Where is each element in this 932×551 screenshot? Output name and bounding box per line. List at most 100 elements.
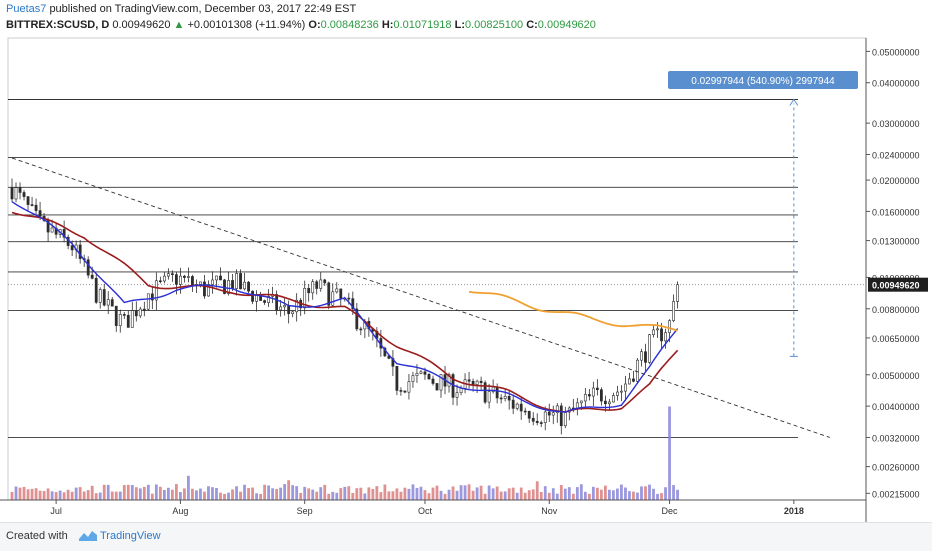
- candle-body-39: [166, 273, 170, 277]
- candle-body-149: [608, 401, 611, 405]
- volume-bar-61: [255, 493, 258, 500]
- candle-body-150: [612, 395, 615, 403]
- candle-body-130: [531, 417, 535, 422]
- volume-bar-73: [303, 486, 307, 500]
- candle-body-134: [547, 411, 551, 416]
- candle-body-60: [251, 290, 254, 302]
- drawings: 0.02997944 (540.90%) 2997944: [11, 71, 858, 438]
- close-value: 0.00949620: [537, 19, 596, 31]
- volume-bar-152: [620, 484, 623, 500]
- tradingview-brand-link[interactable]: TradingView: [100, 530, 161, 542]
- price-tick-label-10: 0.00500000: [872, 371, 920, 381]
- candle-body-34: [146, 293, 150, 310]
- candle-body-117: [479, 380, 483, 383]
- candle-body-148: [603, 400, 607, 405]
- open-value: 0.00848236: [320, 19, 379, 31]
- time-tick-label-4: Nov: [541, 506, 558, 516]
- volume-bar-148: [603, 485, 607, 500]
- volume-bar-75: [311, 489, 315, 500]
- candle-body-111: [455, 392, 459, 398]
- candle-body-138: [563, 411, 567, 427]
- candle-body-155: [632, 378, 635, 382]
- candle-body-99: [407, 381, 411, 393]
- volume-bar-154: [628, 491, 631, 500]
- volume-bar-67: [279, 487, 283, 500]
- candle-body-165: [672, 301, 675, 321]
- publish-line: Puetas7 published on TradingView.com, De…: [6, 1, 356, 17]
- volume-bar-104: [427, 493, 431, 500]
- volume-bar-50: [211, 487, 214, 500]
- candle-body-101: [415, 373, 419, 376]
- price-tick-label-12: 0.00320000: [872, 433, 920, 443]
- candle-body-20: [90, 274, 94, 279]
- volume-bar-33: [142, 486, 146, 500]
- volume-bar-57: [239, 491, 242, 500]
- volume-bar-106: [435, 485, 439, 500]
- candle-body-36: [154, 280, 158, 301]
- candle-body-98: [403, 390, 407, 393]
- volume-bar-84: [347, 486, 351, 500]
- symbol-label: BITTREX:SCUSD, D: [6, 19, 110, 31]
- footer: Created with TradingView: [0, 522, 932, 551]
- time-tick-label-0: Jul: [50, 506, 62, 516]
- volume-bar-17: [78, 487, 82, 500]
- candle-body-57: [239, 273, 242, 290]
- candle-body-43: [183, 275, 186, 278]
- candle-body-6: [34, 204, 38, 211]
- volume-bar-43: [183, 488, 186, 500]
- volume-bar-25: [110, 491, 114, 500]
- volume-bar-158: [644, 486, 647, 500]
- last-price-label-box: [868, 277, 928, 292]
- price-tick-label-14: 0.00215000: [872, 489, 920, 499]
- volume-bar-83: [343, 486, 347, 500]
- candle-body-128: [523, 410, 527, 413]
- candle-body-3: [22, 192, 26, 197]
- candle-body-107: [439, 374, 443, 391]
- volume-bar-139: [567, 487, 571, 500]
- volume-bar-60: [251, 487, 254, 500]
- price-tick-label-1: 0.04000000: [872, 79, 920, 89]
- volume-bar-126: [515, 492, 519, 500]
- volume-bar-136: [555, 493, 559, 500]
- volume-bar-38: [162, 489, 166, 500]
- candle-body-158: [644, 351, 647, 363]
- volume-bar-159: [648, 484, 651, 500]
- price-chart[interactable]: 0.02997944 (540.90%) 2997944 0.05000000 0…: [0, 0, 932, 522]
- author-link[interactable]: Puetas7: [6, 3, 47, 15]
- candle-body-79: [327, 282, 331, 306]
- candle-body-153: [624, 383, 627, 392]
- moving-averages: [11, 201, 679, 413]
- volume-bar-64: [267, 485, 271, 500]
- volume-bar-24: [106, 484, 110, 500]
- candle-body-22: [98, 289, 102, 303]
- candle-body-163: [664, 332, 667, 342]
- price-tick-label-13: 0.00260000: [872, 463, 920, 473]
- candle-body-0: [10, 186, 14, 200]
- candle-body-17: [78, 244, 82, 259]
- volume-bar-8: [42, 491, 46, 500]
- price-tick-label-9: 0.00650000: [872, 334, 920, 344]
- volume-bar-40: [170, 489, 174, 500]
- volume-bar-143: [583, 491, 587, 500]
- candle-body-55: [231, 280, 234, 289]
- ma-orange-line: [468, 290, 678, 332]
- price-tick-label-0: 0.05000000: [872, 47, 920, 57]
- candle-body-50: [211, 279, 214, 285]
- high-label: H:: [381, 19, 394, 31]
- candle-body-73: [303, 288, 307, 309]
- volume-bar-164: [668, 406, 671, 500]
- volume-bar-118: [483, 493, 487, 500]
- candle-body-151: [616, 391, 619, 396]
- volume-bar-144: [587, 493, 591, 500]
- volume-bar-27: [118, 491, 122, 500]
- high-value: 0.01071918: [393, 19, 452, 31]
- plot-frame: [7, 37, 867, 501]
- volume-bar-102: [419, 486, 423, 500]
- candle-body-7: [38, 210, 42, 217]
- volume-bar-49: [207, 486, 210, 500]
- close-label: C:: [526, 19, 538, 31]
- ma-slow-line: [11, 211, 679, 413]
- volume-bar-4: [26, 489, 30, 500]
- volume-bar-114: [467, 484, 471, 500]
- candle-body-70: [291, 311, 295, 315]
